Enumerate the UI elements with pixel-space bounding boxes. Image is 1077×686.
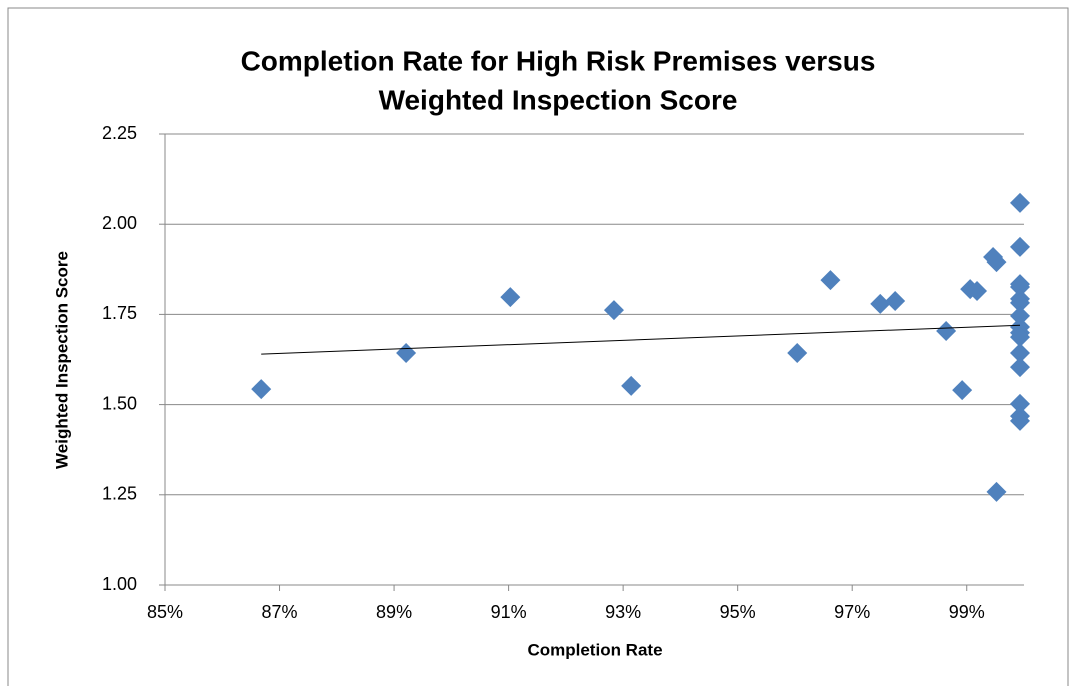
x-tick-label: 89% [376,602,412,622]
point [1009,305,1030,326]
point [936,320,957,341]
chart-title: Weighted Inspection Score [379,84,738,115]
y-tick-label: 1.75 [102,303,137,323]
x-tick-label: 99% [949,602,985,622]
y-tick-label: 2.00 [102,213,137,233]
chart-frame [7,7,1069,686]
point [1009,343,1030,364]
point [1009,276,1030,297]
x-tick-label: 87% [262,602,298,622]
y-tick-label: 2.25 [102,123,137,143]
x-tick-label: 95% [720,602,756,622]
y-axis-label: Weighted Inspection Score [52,251,71,469]
point [986,252,1007,273]
point [1009,292,1030,313]
point [870,293,891,314]
x-axis-label: Completion Rate [527,640,662,659]
x-tick-label: 93% [605,602,641,622]
point [1009,192,1030,213]
trendline [261,324,1021,355]
point [1009,410,1030,431]
point [986,481,1007,502]
point [820,270,841,291]
point [952,380,973,401]
point [885,291,906,312]
point [787,343,808,364]
y-tick-label: 1.50 [102,393,137,413]
point [967,280,988,301]
point [500,287,521,308]
point [1009,236,1030,257]
point [603,300,624,321]
point [1009,357,1030,378]
chart-title: Completion Rate for High Risk Premises v… [241,45,876,76]
x-tick-label: 85% [147,602,183,622]
x-tick-label: 97% [834,602,870,622]
point [1009,327,1030,348]
point [621,375,642,396]
point [251,379,272,400]
y-tick-label: 1.00 [102,574,137,594]
point [1009,393,1030,414]
x-tick-label: 91% [491,602,527,622]
y-tick-label: 1.25 [102,484,137,504]
